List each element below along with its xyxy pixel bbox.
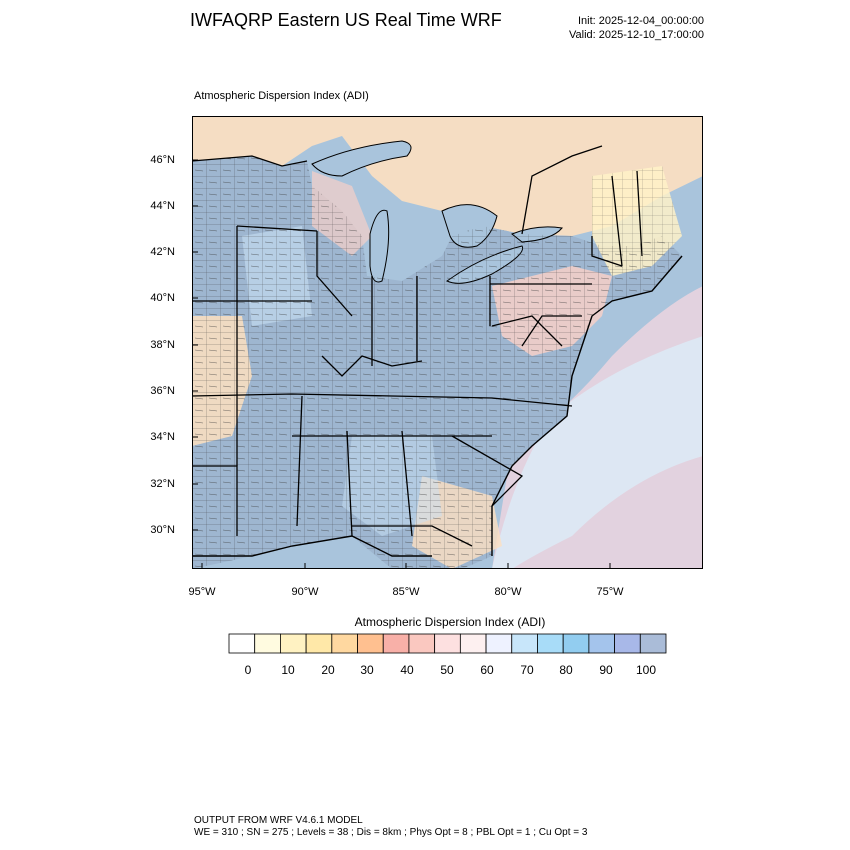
colorbar-label: 60 <box>480 663 494 677</box>
lat-label: 32°N <box>150 478 175 490</box>
lat-label: 36°N <box>150 385 175 397</box>
init-time: Init: 2025-12-04_00:00:00 <box>578 15 704 27</box>
colorbar-label: 40 <box>400 663 414 677</box>
county-lines <box>192 156 682 569</box>
colorbar-box <box>562 633 590 654</box>
colorbar-box <box>485 633 513 654</box>
gulf-coastline <box>192 535 432 557</box>
colorbar-box <box>280 633 307 654</box>
valid-time: Valid: 2025-12-10_17:00:00 <box>569 29 704 41</box>
atlantic-coastline <box>491 255 683 556</box>
colorbar-box <box>357 633 384 654</box>
run-times: Init: 2025-12-04_00:00:00 Valid: 2025-12… <box>569 14 704 42</box>
footer-line1: OUTPUT FROM WRF V4.6.1 MODEL <box>194 815 363 826</box>
colorbar-label: 50 <box>440 663 454 677</box>
lon-label: 75°W <box>596 586 624 598</box>
colorbar-label: 30 <box>360 663 374 677</box>
colorbar-label: 90 <box>599 663 613 677</box>
state-boundaries <box>192 145 643 547</box>
lon-label: 80°W <box>494 586 522 598</box>
colorbar-box <box>331 633 358 654</box>
map-border <box>192 116 703 569</box>
colorbar-box <box>434 633 461 654</box>
lon-label: 85°W <box>392 586 420 598</box>
lat-label: 42°N <box>150 246 175 258</box>
colorbar-label: 70 <box>520 663 534 677</box>
colorbar-title: Atmospheric Dispersion Index (ADI) <box>354 615 546 629</box>
colorbar-box <box>382 633 410 654</box>
lat-label: 34°N <box>150 431 175 443</box>
colorbar-box <box>254 633 281 654</box>
colorbar-box <box>228 633 256 654</box>
colorbar-label: 0 <box>244 663 252 677</box>
canada-land <box>192 116 703 236</box>
lat-label: 40°N <box>150 292 175 304</box>
model-footer: OUTPUT FROM WRF V4.6.1 MODEL WE = 310 ; … <box>194 815 587 839</box>
colorbar-box <box>459 633 487 654</box>
plot-label: Atmospheric Dispersion Index (ADI) <box>194 90 369 102</box>
lon-label: 95°W <box>188 586 216 598</box>
colorbar-label: 100 <box>635 663 657 677</box>
colorbar <box>228 633 667 654</box>
colorbar-label: 10 <box>281 663 295 677</box>
lake-superior <box>311 140 412 177</box>
map-panel <box>192 116 703 569</box>
map-title: IWFAQRP Eastern US Real Time WRF <box>190 10 502 30</box>
colorbar-box <box>588 633 615 654</box>
colorbar-box <box>614 633 641 654</box>
colorbar-box <box>408 633 436 654</box>
lat-label: 30°N <box>150 524 175 536</box>
lat-label: 46°N <box>150 154 175 166</box>
lon-label: 90°W <box>291 586 319 598</box>
colorbar-label: 20 <box>321 663 335 677</box>
lat-label: 44°N <box>150 200 175 212</box>
colorbar-box <box>639 633 667 654</box>
colorbar-box <box>511 633 538 654</box>
lat-label: 38°N <box>150 339 175 351</box>
map-svg <box>192 116 703 569</box>
colorbar-box <box>537 633 564 654</box>
colorbar-label: 80 <box>559 663 573 677</box>
ocean-light-band <box>492 336 703 569</box>
colorbar-box <box>305 633 333 654</box>
footer-line2: WE = 310 ; SN = 275 ; Levels = 38 ; Dis … <box>194 827 588 838</box>
